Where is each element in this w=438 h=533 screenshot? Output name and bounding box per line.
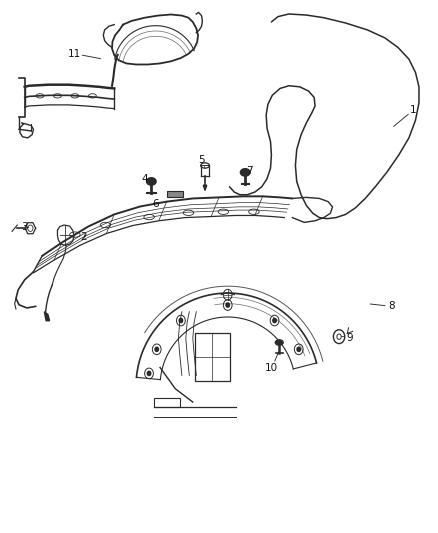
- Text: 9: 9: [346, 333, 353, 343]
- Text: 8: 8: [388, 301, 395, 311]
- Text: 11: 11: [68, 49, 81, 59]
- Circle shape: [297, 347, 300, 351]
- Polygon shape: [44, 312, 49, 321]
- FancyBboxPatch shape: [167, 191, 183, 197]
- Circle shape: [147, 372, 151, 376]
- Circle shape: [179, 318, 183, 322]
- Text: 5: 5: [198, 155, 205, 165]
- Text: 2: 2: [80, 232, 87, 243]
- Text: 7: 7: [246, 166, 253, 176]
- Ellipse shape: [240, 168, 250, 176]
- Ellipse shape: [147, 177, 156, 185]
- Circle shape: [273, 318, 276, 322]
- Polygon shape: [203, 185, 207, 190]
- Text: 1: 1: [410, 104, 417, 115]
- Text: 6: 6: [152, 199, 159, 209]
- Circle shape: [226, 303, 230, 307]
- Text: 10: 10: [265, 362, 278, 373]
- Ellipse shape: [276, 340, 283, 345]
- Circle shape: [155, 347, 159, 351]
- Text: 4: 4: [141, 174, 148, 184]
- Text: 3: 3: [21, 222, 28, 232]
